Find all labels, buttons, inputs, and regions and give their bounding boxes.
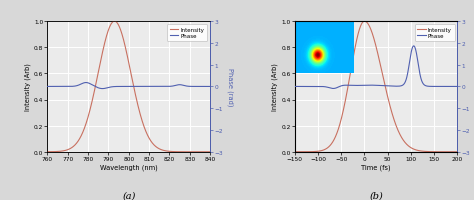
Phase: [202, 86, 208, 88]
Phase: [203, 86, 209, 88]
Phase: [100, 88, 105, 90]
Intensity: [207, 151, 213, 153]
Text: (b): (b): [369, 191, 383, 200]
Phase: [53, 86, 59, 88]
Y-axis label: Phase (rad): Phase (rad): [227, 68, 234, 106]
Y-axis label: Intensity (Arb): Intensity (Arb): [272, 63, 278, 111]
Phase: [207, 86, 213, 88]
Line: Phase: Phase: [47, 83, 210, 89]
Intensity: [119, 35, 125, 37]
Phase: [119, 86, 125, 88]
Phase: [173, 85, 179, 87]
X-axis label: Wavelength (nm): Wavelength (nm): [100, 164, 158, 170]
Y-axis label: Intensity (Arb): Intensity (Arb): [25, 63, 31, 111]
Phase: [124, 86, 129, 88]
Intensity: [45, 151, 50, 153]
Intensity: [112, 21, 118, 23]
Phase: [45, 86, 50, 88]
Intensity: [124, 52, 129, 55]
Intensity: [202, 151, 208, 153]
Intensity: [173, 151, 178, 153]
Line: Intensity: Intensity: [47, 22, 210, 152]
Legend: Intensity, Phase: Intensity, Phase: [167, 25, 207, 42]
Text: (a): (a): [122, 191, 136, 200]
Intensity: [202, 151, 208, 153]
Intensity: [53, 151, 59, 153]
Phase: [83, 82, 89, 84]
X-axis label: Time (fs): Time (fs): [361, 164, 391, 170]
Legend: Intensity, Phase: Intensity, Phase: [415, 25, 455, 42]
